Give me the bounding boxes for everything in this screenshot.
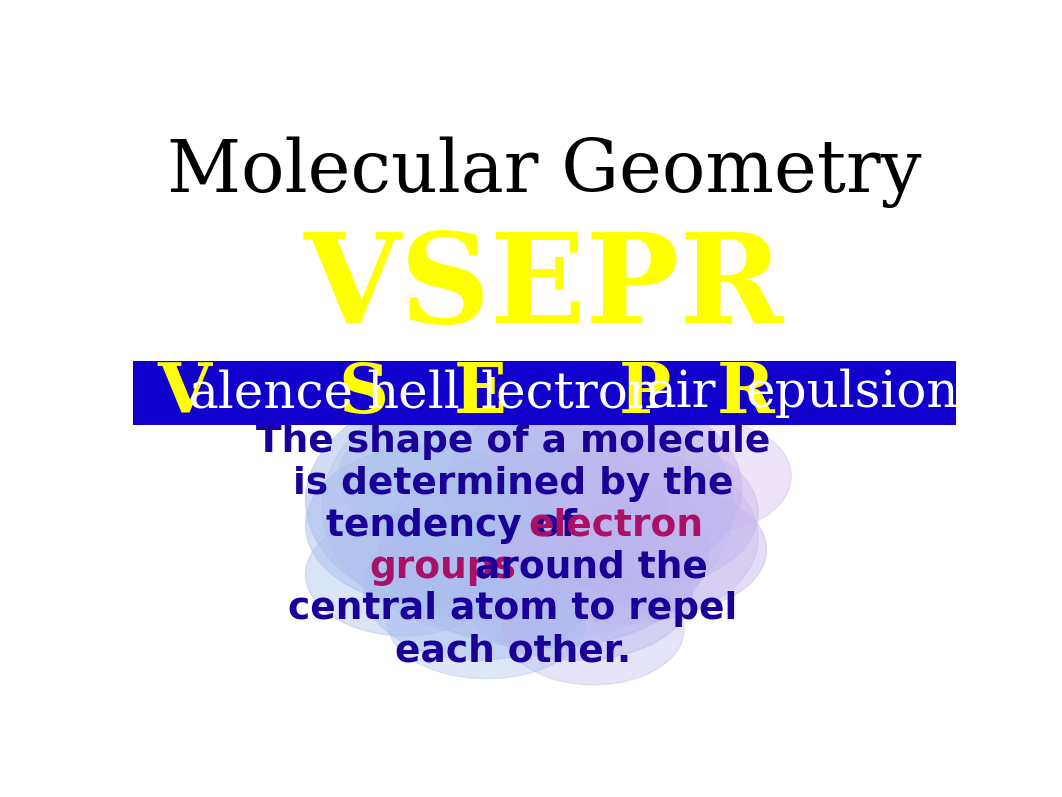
Ellipse shape xyxy=(380,452,709,648)
Text: air: air xyxy=(647,368,716,418)
Text: around the: around the xyxy=(475,550,707,586)
Text: is determined by the: is determined by the xyxy=(293,466,733,502)
Text: electron: electron xyxy=(529,508,703,544)
Text: S: S xyxy=(339,359,389,426)
Text: alence: alence xyxy=(189,368,354,418)
Ellipse shape xyxy=(528,439,758,587)
Text: P: P xyxy=(618,359,670,426)
Text: E: E xyxy=(453,359,507,426)
Ellipse shape xyxy=(322,371,734,642)
Text: R: R xyxy=(717,359,775,426)
Text: hell: hell xyxy=(366,368,460,418)
Text: tendency of: tendency of xyxy=(326,508,577,544)
Ellipse shape xyxy=(306,384,668,617)
Text: VSEPR: VSEPR xyxy=(304,229,785,349)
Text: lectron: lectron xyxy=(480,368,661,418)
Text: The shape of a molecule: The shape of a molecule xyxy=(256,424,770,461)
Ellipse shape xyxy=(306,513,503,636)
Ellipse shape xyxy=(569,489,767,611)
FancyBboxPatch shape xyxy=(133,361,956,426)
Ellipse shape xyxy=(446,391,742,587)
Text: central atom to repel: central atom to repel xyxy=(289,591,738,627)
Text: V: V xyxy=(157,359,211,426)
Ellipse shape xyxy=(363,513,594,660)
Ellipse shape xyxy=(503,575,684,685)
Ellipse shape xyxy=(627,421,791,532)
Ellipse shape xyxy=(339,409,569,544)
Text: groups: groups xyxy=(370,550,516,586)
Ellipse shape xyxy=(462,525,692,660)
Text: epulsion: epulsion xyxy=(746,368,959,418)
Ellipse shape xyxy=(388,568,585,679)
Ellipse shape xyxy=(486,396,684,507)
Ellipse shape xyxy=(495,452,758,623)
Text: Molecular Geometry: Molecular Geometry xyxy=(167,136,922,208)
Ellipse shape xyxy=(306,446,552,605)
Text: each other.: each other. xyxy=(395,633,631,669)
